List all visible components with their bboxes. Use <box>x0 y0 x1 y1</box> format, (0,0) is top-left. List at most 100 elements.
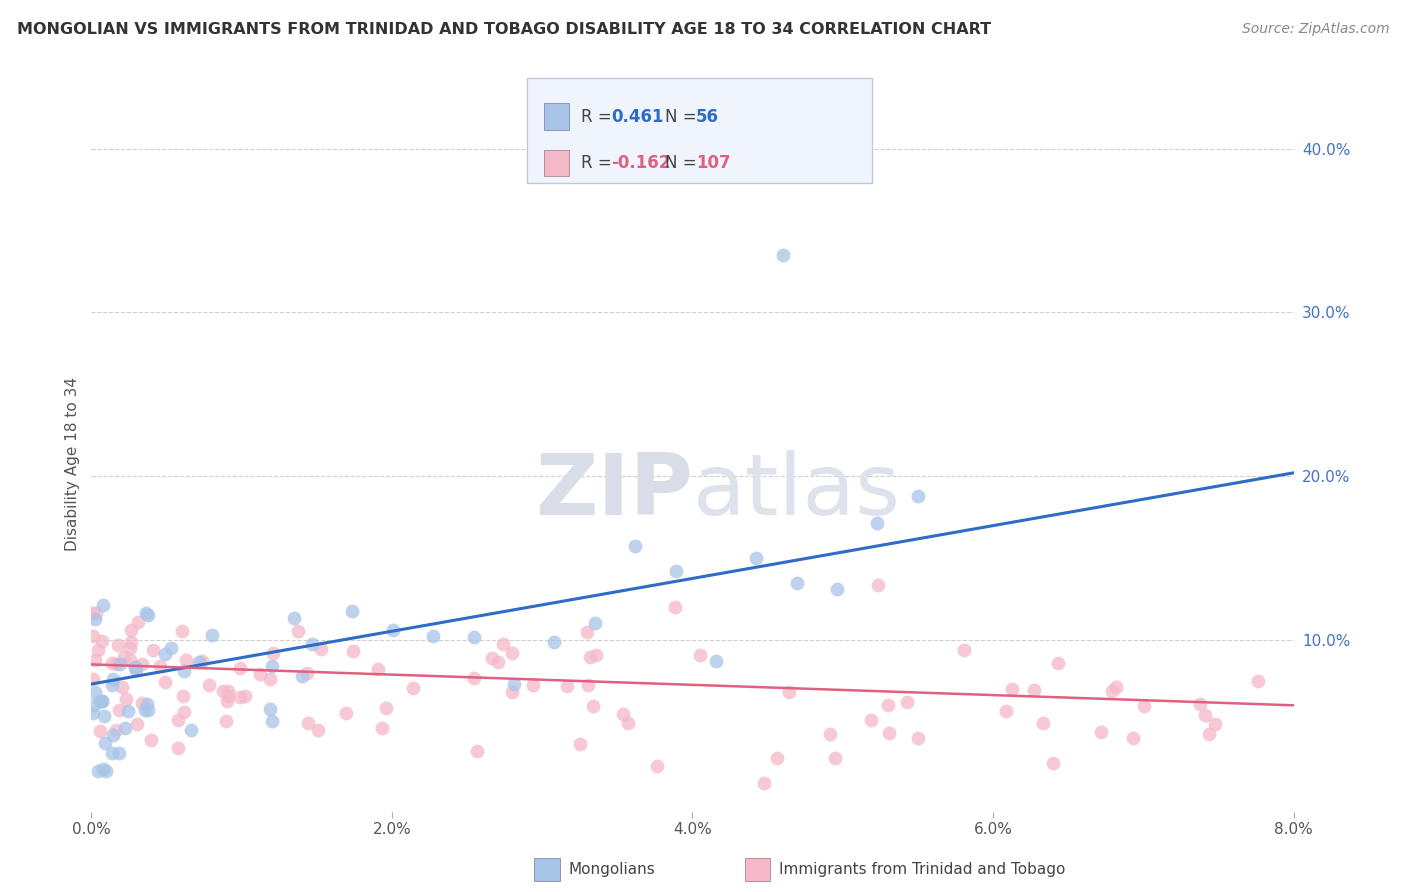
Point <box>115 691 138 706</box>
Point <box>422 629 444 643</box>
Point <box>745 550 768 565</box>
Point <box>111 681 134 695</box>
Text: -0.162: -0.162 <box>612 154 671 172</box>
Point <box>291 669 314 683</box>
Text: 107: 107 <box>696 154 731 172</box>
Point <box>907 731 929 746</box>
Text: R =: R = <box>581 108 617 126</box>
Point <box>89 724 111 739</box>
Point <box>103 672 125 686</box>
Point <box>93 708 115 723</box>
Point <box>575 625 598 640</box>
Point <box>576 678 599 692</box>
Point <box>172 624 194 638</box>
Point <box>1024 682 1046 697</box>
Point <box>172 690 194 704</box>
Text: R =: R = <box>581 154 617 172</box>
Point <box>82 629 104 643</box>
Point <box>283 611 305 625</box>
Point <box>262 659 284 673</box>
Point <box>131 697 153 711</box>
Point <box>481 650 503 665</box>
Point <box>1198 727 1220 741</box>
Point <box>896 694 918 708</box>
Point <box>1042 756 1064 771</box>
Point <box>1194 707 1216 722</box>
Point <box>124 660 146 674</box>
Point <box>105 723 128 738</box>
Point <box>704 654 727 668</box>
Point <box>877 725 900 739</box>
Point <box>401 681 423 696</box>
Text: N =: N = <box>665 154 702 172</box>
Text: 56: 56 <box>696 108 718 126</box>
Point <box>624 539 647 553</box>
Point <box>1101 683 1123 698</box>
Point <box>187 655 209 669</box>
Point <box>579 650 602 665</box>
Point <box>108 746 131 760</box>
Point <box>463 671 485 685</box>
Point <box>307 723 329 737</box>
Point <box>612 706 634 721</box>
Text: Source: ZipAtlas.com: Source: ZipAtlas.com <box>1241 22 1389 37</box>
Point <box>342 604 364 618</box>
Point <box>866 578 889 592</box>
Point <box>105 657 128 671</box>
Point <box>101 678 124 692</box>
Point <box>155 647 177 661</box>
Point <box>501 684 523 698</box>
Point <box>1090 724 1112 739</box>
Point <box>112 650 135 665</box>
Point <box>503 677 526 691</box>
Point <box>569 737 592 751</box>
Point <box>664 600 686 615</box>
Point <box>778 685 800 699</box>
Point <box>167 741 190 756</box>
Point <box>772 248 794 262</box>
Point <box>101 746 124 760</box>
Point <box>689 648 711 662</box>
Point <box>825 582 848 597</box>
Point <box>87 643 110 657</box>
Point <box>201 628 224 642</box>
Point <box>108 703 131 717</box>
Point <box>108 657 131 672</box>
Text: Mongolians: Mongolians <box>568 863 655 877</box>
Point <box>309 642 332 657</box>
Point <box>86 764 108 778</box>
Point <box>1204 716 1226 731</box>
Point <box>84 653 107 667</box>
Text: N =: N = <box>665 108 702 126</box>
Point <box>117 704 139 718</box>
Point <box>100 657 122 671</box>
Text: 0.461: 0.461 <box>612 108 664 126</box>
Point <box>235 689 257 703</box>
Point <box>335 706 357 720</box>
Point <box>467 744 489 758</box>
Point <box>136 703 159 717</box>
Point <box>197 678 219 692</box>
Point <box>125 663 148 677</box>
Point <box>1032 716 1054 731</box>
Point <box>215 714 238 728</box>
Point <box>217 684 239 698</box>
Point <box>297 715 319 730</box>
Point <box>371 721 394 735</box>
Point <box>287 624 309 639</box>
Point <box>555 679 578 693</box>
Point <box>501 646 523 660</box>
Point <box>114 721 136 735</box>
Point <box>139 733 162 747</box>
Point <box>215 694 238 708</box>
Point <box>486 655 509 669</box>
Point <box>1047 656 1070 670</box>
Point <box>786 576 808 591</box>
Point <box>127 615 149 629</box>
Point <box>229 661 252 675</box>
Point <box>765 751 787 765</box>
Point <box>617 715 640 730</box>
Point <box>367 662 389 676</box>
Point <box>543 635 565 649</box>
Point <box>90 633 112 648</box>
